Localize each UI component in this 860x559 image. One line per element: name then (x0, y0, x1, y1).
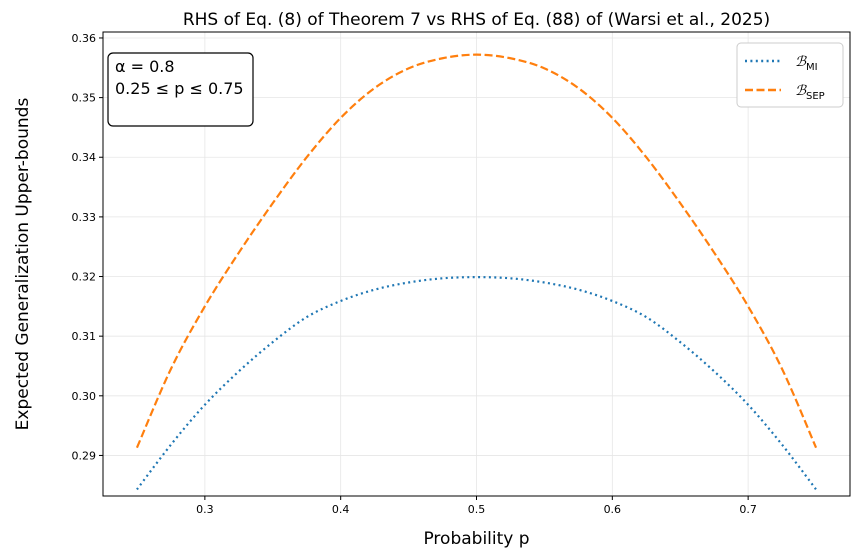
legend-main-sep: ℬ (795, 83, 807, 99)
annotation-box: α = 0.8 0.25 ≤ p ≤ 0.75 (107, 52, 254, 127)
series-line-sep (135, 53, 818, 449)
x-tick-label: 0.4 (332, 503, 350, 516)
legend-label-sep: ℬSEP (795, 83, 825, 102)
chart-title: RHS of Eq. (8) of Theorem 7 vs RHS of Eq… (183, 10, 770, 30)
y-tick-label: 0.34 (72, 151, 97, 164)
x-tick-label: 0.3 (196, 503, 214, 516)
annotation-range: 0.25 ≤ p ≤ 0.75 (115, 79, 244, 98)
axes: 0.3 0.4 0.5 0.6 0.7 0.29 0.30 0.31 0.32 0.33 0.34 0… (72, 32, 757, 516)
legend-main-mi: ℬ (795, 54, 807, 70)
legend: ℬMI ℬSEP (736, 42, 844, 108)
y-tick-label: 0.33 (72, 211, 97, 224)
grid (103, 32, 850, 496)
x-tick-label: 0.5 (468, 503, 486, 516)
x-tick-label: 0.6 (604, 503, 622, 516)
y-tick-label: 0.29 (72, 449, 97, 462)
annotation-alpha: α = 0.8 (115, 57, 175, 76)
x-axis-label: Probability p (423, 529, 529, 549)
legend-frame (736, 42, 844, 108)
y-axis-label: Expected Generalization Upper-bounds (13, 98, 33, 431)
y-tick-label: 0.31 (72, 330, 97, 343)
legend-label-mi: ℬMI (795, 54, 818, 73)
annotation-frame (107, 52, 254, 127)
legend-sub-mi: MI (806, 62, 818, 73)
legend-sub-sep: SEP (806, 91, 825, 102)
y-tick-label: 0.35 (72, 92, 97, 105)
series-line-mi (136, 276, 817, 491)
y-tick-label: 0.30 (72, 390, 97, 403)
y-tick-label: 0.32 (72, 271, 97, 284)
x-tick-label: 0.7 (739, 503, 757, 516)
y-tick-label: 0.36 (72, 32, 97, 45)
series-layer (135, 53, 818, 491)
